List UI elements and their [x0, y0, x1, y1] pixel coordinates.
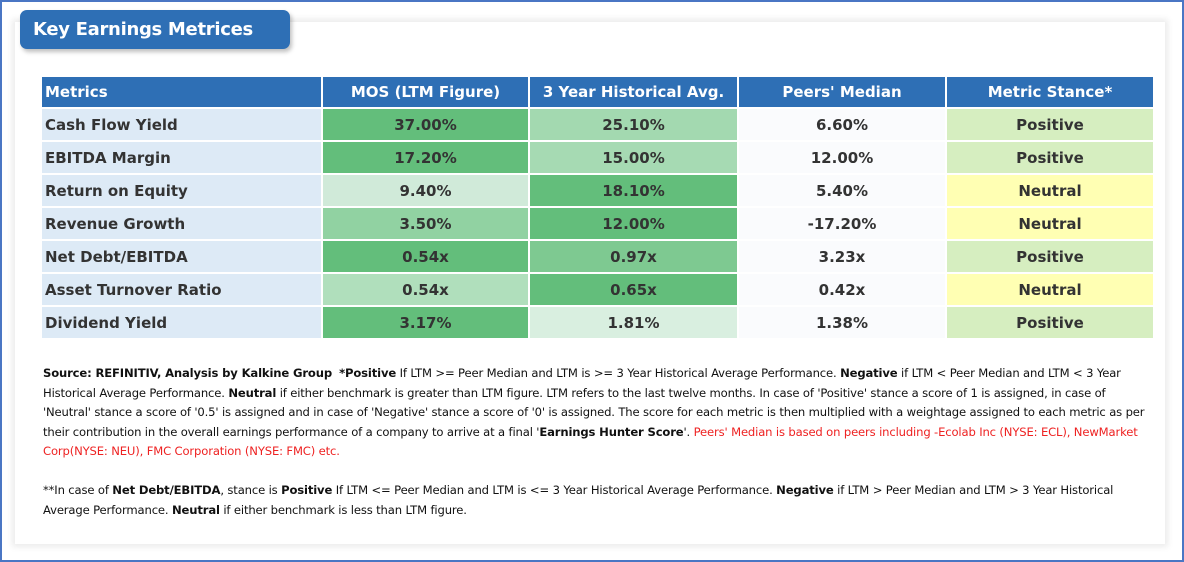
peers-median-cell: 1.38% — [739, 307, 945, 338]
peers-median-cell: 12.00% — [739, 142, 945, 173]
header-historical-avg: 3 Year Historical Avg. — [530, 77, 737, 107]
peers-median-cell: 0.42x — [739, 274, 945, 305]
metric-stance-cell: Positive — [947, 142, 1153, 173]
table-row: Revenue Growth 3.50% 12.00% -17.20% Neutral — [42, 208, 1153, 239]
header-metrics: Metrics — [42, 77, 321, 107]
neutral-label: Neutral — [228, 385, 277, 400]
ltm-value-cell: 3.17% — [323, 307, 528, 338]
metric-stance-cell: Positive — [947, 307, 1153, 338]
footnotes: Source: REFINITIV, Analysis by Kalkine G… — [43, 364, 1153, 520]
footnote-methodology: Source: REFINITIV, Analysis by Kalkine G… — [43, 364, 1153, 462]
net-debt-label: Net Debt/EBITDA — [112, 482, 221, 497]
peers-median-cell: 6.60% — [739, 109, 945, 140]
table-row: Dividend Yield 3.17% 1.81% 1.38% Positive — [42, 307, 1153, 338]
table-row: Cash Flow Yield 37.00% 25.10% 6.60% Positive — [42, 109, 1153, 140]
net-debt-negative-definition: if LTM > Peer Median and LTM > 3 Year Hi… — [43, 482, 1114, 517]
positive-label: *Positive — [339, 366, 397, 380]
metric-name-cell: EBITDA Margin — [42, 142, 321, 173]
positive-definition: If LTM >= Peer Median and LTM is >= 3 Ye… — [396, 366, 841, 380]
historical-avg-cell: 25.10% — [530, 109, 737, 140]
net-debt-neutral-definition: if either benchmark is less than LTM fig… — [219, 502, 467, 517]
ltm-value-cell: 0.54x — [323, 274, 528, 305]
net-debt-mid: , stance is — [220, 482, 282, 497]
ltm-value-cell: 37.00% — [323, 109, 528, 140]
net-debt-neutral-label: Neutral — [171, 502, 220, 517]
table-row: Net Debt/EBITDA 0.54x 0.97x 3.23x Positive — [42, 241, 1153, 272]
metric-stance-cell: Positive — [947, 241, 1153, 272]
net-debt-positive-definition: If LTM <= Peer Median and LTM is <= 3 Ye… — [332, 482, 777, 497]
metric-name-cell: Revenue Growth — [42, 208, 321, 239]
historical-avg-cell: 1.81% — [530, 307, 737, 338]
ltm-value-cell: 17.20% — [323, 142, 528, 173]
negative-label: Negative — [840, 366, 898, 380]
historical-avg-cell: 0.97x — [530, 241, 737, 272]
section-title: Key Earnings Metrices — [20, 10, 290, 49]
score-suffix: '. — [683, 424, 694, 439]
peers-note: Peers' Median is based on peers includin… — [43, 424, 1138, 459]
header-metric-stance: Metric Stance* — [947, 77, 1153, 107]
metric-stance-cell: Positive — [947, 109, 1153, 140]
table-header-row: Metrics MOS (LTM Figure) 3 Year Historic… — [42, 77, 1153, 107]
peers-median-cell: 5.40% — [739, 175, 945, 206]
net-debt-positive-label: Positive — [281, 482, 333, 497]
metric-stance-cell: Neutral — [947, 208, 1153, 239]
historical-avg-cell: 15.00% — [530, 142, 737, 173]
peers-median-cell: 3.23x — [739, 241, 945, 272]
source-label: Source: REFINITIV, Analysis by Kalkine G… — [43, 366, 332, 380]
historical-avg-cell: 0.65x — [530, 274, 737, 305]
net-debt-negative-label: Negative — [776, 482, 834, 497]
ltm-value-cell: 9.40% — [323, 175, 528, 206]
historical-avg-cell: 18.10% — [530, 175, 737, 206]
metric-name-cell: Asset Turnover Ratio — [42, 274, 321, 305]
ltm-value-cell: 0.54x — [323, 241, 528, 272]
footnote-net-debt: **In case of Net Debt/EBITDA, stance is … — [43, 481, 1153, 520]
net-debt-intro: **In case of — [43, 482, 113, 497]
table-row: Return on Equity 9.40% 18.10% 5.40% Neutral — [42, 175, 1153, 206]
metric-name-cell: Net Debt/EBITDA — [42, 241, 321, 272]
neutral-definition: if either benchmark is greater than LTM … — [43, 385, 1145, 439]
metric-stance-cell: Neutral — [947, 274, 1153, 305]
metric-stance-cell: Neutral — [947, 175, 1153, 206]
historical-avg-cell: 12.00% — [530, 208, 737, 239]
table-row: EBITDA Margin 17.20% 15.00% 12.00% Positive — [42, 142, 1153, 173]
metric-name-cell: Cash Flow Yield — [42, 109, 321, 140]
negative-definition: if LTM < Peer Median and LTM < 3 Year Hi… — [43, 366, 1121, 400]
metric-name-cell: Dividend Yield — [42, 307, 321, 338]
header-ltm: MOS (LTM Figure) — [323, 77, 528, 107]
earnings-hunter-score-label: Earnings Hunter Score — [539, 424, 684, 439]
peers-median-cell: -17.20% — [739, 208, 945, 239]
header-peers-median: Peers' Median — [739, 77, 945, 107]
key-earnings-metrics-table: Metrics MOS (LTM Figure) 3 Year Historic… — [40, 75, 1155, 340]
metric-name-cell: Return on Equity — [42, 175, 321, 206]
ltm-value-cell: 3.50% — [323, 208, 528, 239]
table-row: Asset Turnover Ratio 0.54x 0.65x 0.42x Neutr… — [42, 274, 1153, 305]
